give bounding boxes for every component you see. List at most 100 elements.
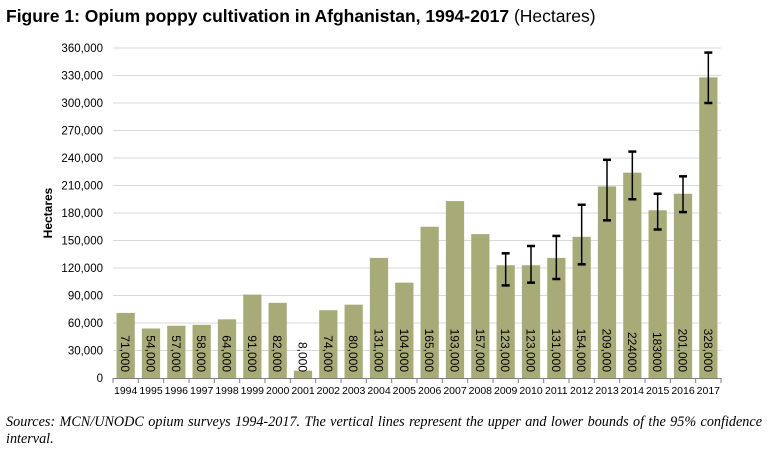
x-tick-label: 2013	[595, 385, 619, 397]
bar	[243, 294, 262, 378]
data-label: 58,000	[194, 335, 208, 372]
figure-title-unit: (Hectares)	[513, 6, 596, 26]
x-tick-label: 1994	[114, 385, 138, 397]
x-tick-label: 2012	[570, 385, 594, 397]
bar	[217, 319, 237, 378]
bar	[496, 265, 515, 378]
x-tick-label: 2003	[342, 385, 366, 397]
data-label: 209,000	[600, 329, 614, 373]
bar	[141, 328, 161, 378]
y-tick-label: 150,000	[61, 236, 103, 248]
data-label: 64,000	[220, 335, 234, 372]
bar	[369, 257, 389, 378]
data-label: 123,000	[498, 329, 512, 373]
x-tick-label: 2015	[646, 385, 670, 397]
bars	[116, 77, 718, 378]
error-bar	[704, 51, 713, 105]
data-label: 80,000	[346, 335, 360, 372]
data-label: 224000	[625, 332, 639, 372]
y-tick-label: 240,000	[61, 153, 103, 165]
data-label: 57,000	[169, 335, 183, 372]
x-tick-label: 2008	[469, 385, 493, 397]
bar	[648, 210, 667, 378]
bar-chart: 0 30,000 60,000 90,000 120,000 150,000 180,000…	[41, 43, 722, 397]
figure-footnote: Sources: MCN/UNODC opium surveys 1994-20…	[6, 414, 762, 447]
error-bar	[653, 192, 662, 231]
bar	[597, 186, 617, 378]
gridlines	[113, 47, 721, 351]
x-axis-tick-labels: 1994 1995 1996 1997 1998 1999 2000 2001 2002 2003…	[114, 385, 720, 397]
data-label: 82,000	[270, 335, 284, 372]
figure-title: Figure 1: Opium poppy cultivation in Afg…	[6, 6, 596, 27]
data-label: 201,000	[676, 329, 690, 373]
bar	[116, 312, 135, 378]
bar	[167, 325, 186, 378]
x-tick-label: 2017	[697, 385, 721, 397]
error-bar	[577, 203, 586, 266]
x-tick-label: 1999	[241, 385, 265, 397]
x-tick-label: 2010	[519, 385, 543, 397]
x-tick-label: 2006	[418, 385, 442, 397]
x-tick-label: 1997	[190, 385, 214, 397]
bar	[420, 226, 439, 378]
data-label: 123,000	[524, 329, 538, 373]
error-bar	[527, 244, 535, 284]
data-label: 91,000	[245, 335, 259, 372]
data-label: 328,000	[701, 329, 715, 373]
error-bar	[628, 150, 637, 201]
bar	[521, 265, 541, 378]
data-label: 104,000	[397, 329, 411, 373]
y-tick-label: 270,000	[61, 126, 103, 138]
data-label: 131,000	[549, 329, 563, 373]
x-tick-label: 2005	[393, 385, 417, 397]
y-tick-label: 0	[97, 373, 103, 385]
y-tick-label: 300,000	[61, 98, 103, 110]
y-tick-label: 30,000	[68, 346, 103, 358]
bar	[673, 193, 693, 378]
bar	[395, 282, 414, 378]
data-label: 54,000	[144, 335, 158, 372]
bar	[471, 234, 490, 378]
bar	[547, 257, 566, 378]
x-tick-label: 1998	[215, 385, 239, 397]
x-tick-label: 2007	[443, 385, 467, 397]
x-tick-label: 2001	[291, 385, 315, 397]
x-tick-label: 2011	[545, 385, 568, 397]
y-tick-label: 180,000	[61, 208, 103, 220]
x-tick-label: 2000	[266, 385, 290, 397]
data-label: 193,000	[448, 329, 462, 373]
x-tick-label: 2016	[671, 385, 695, 397]
y-axis-tick-labels: 0 30,000 60,000 90,000 120,000 150,000 180,000…	[61, 43, 103, 385]
data-labels: 71,000 54,000 57,000 58,000 64,000 91,000 82,0…	[118, 329, 715, 373]
bar	[445, 201, 465, 378]
bar	[699, 77, 718, 378]
bar	[623, 172, 642, 378]
y-tick-label: 360,000	[61, 43, 103, 55]
data-label: 8,000	[296, 342, 310, 372]
y-axis-label: Hectares	[41, 187, 55, 238]
bar	[192, 324, 211, 378]
bar	[344, 304, 363, 378]
x-tick-label: 1995	[139, 385, 163, 397]
data-label: 165,000	[422, 329, 436, 373]
data-label: 157,000	[473, 329, 487, 373]
bar	[268, 302, 287, 378]
y-tick-label: 60,000	[68, 318, 103, 330]
error-bar	[679, 175, 687, 214]
data-label: 154,000	[574, 329, 588, 373]
bar	[572, 236, 591, 378]
error-bar	[603, 158, 611, 222]
data-label: 71,000	[118, 335, 132, 372]
error-bars	[501, 51, 713, 287]
x-tick-label: 1996	[165, 385, 189, 397]
error-bar	[552, 234, 561, 281]
x-tick-label: 2002	[317, 385, 341, 397]
x-tick-label: 2009	[494, 385, 518, 397]
figure-title-main: Figure 1: Opium poppy cultivation in Afg…	[6, 6, 510, 26]
data-label: 131,000	[372, 329, 386, 373]
x-tick-label: 2004	[367, 385, 391, 397]
y-tick-label: 210,000	[61, 181, 103, 193]
y-tick-label: 330,000	[61, 71, 103, 83]
bar	[319, 310, 338, 378]
error-bar	[501, 252, 510, 287]
